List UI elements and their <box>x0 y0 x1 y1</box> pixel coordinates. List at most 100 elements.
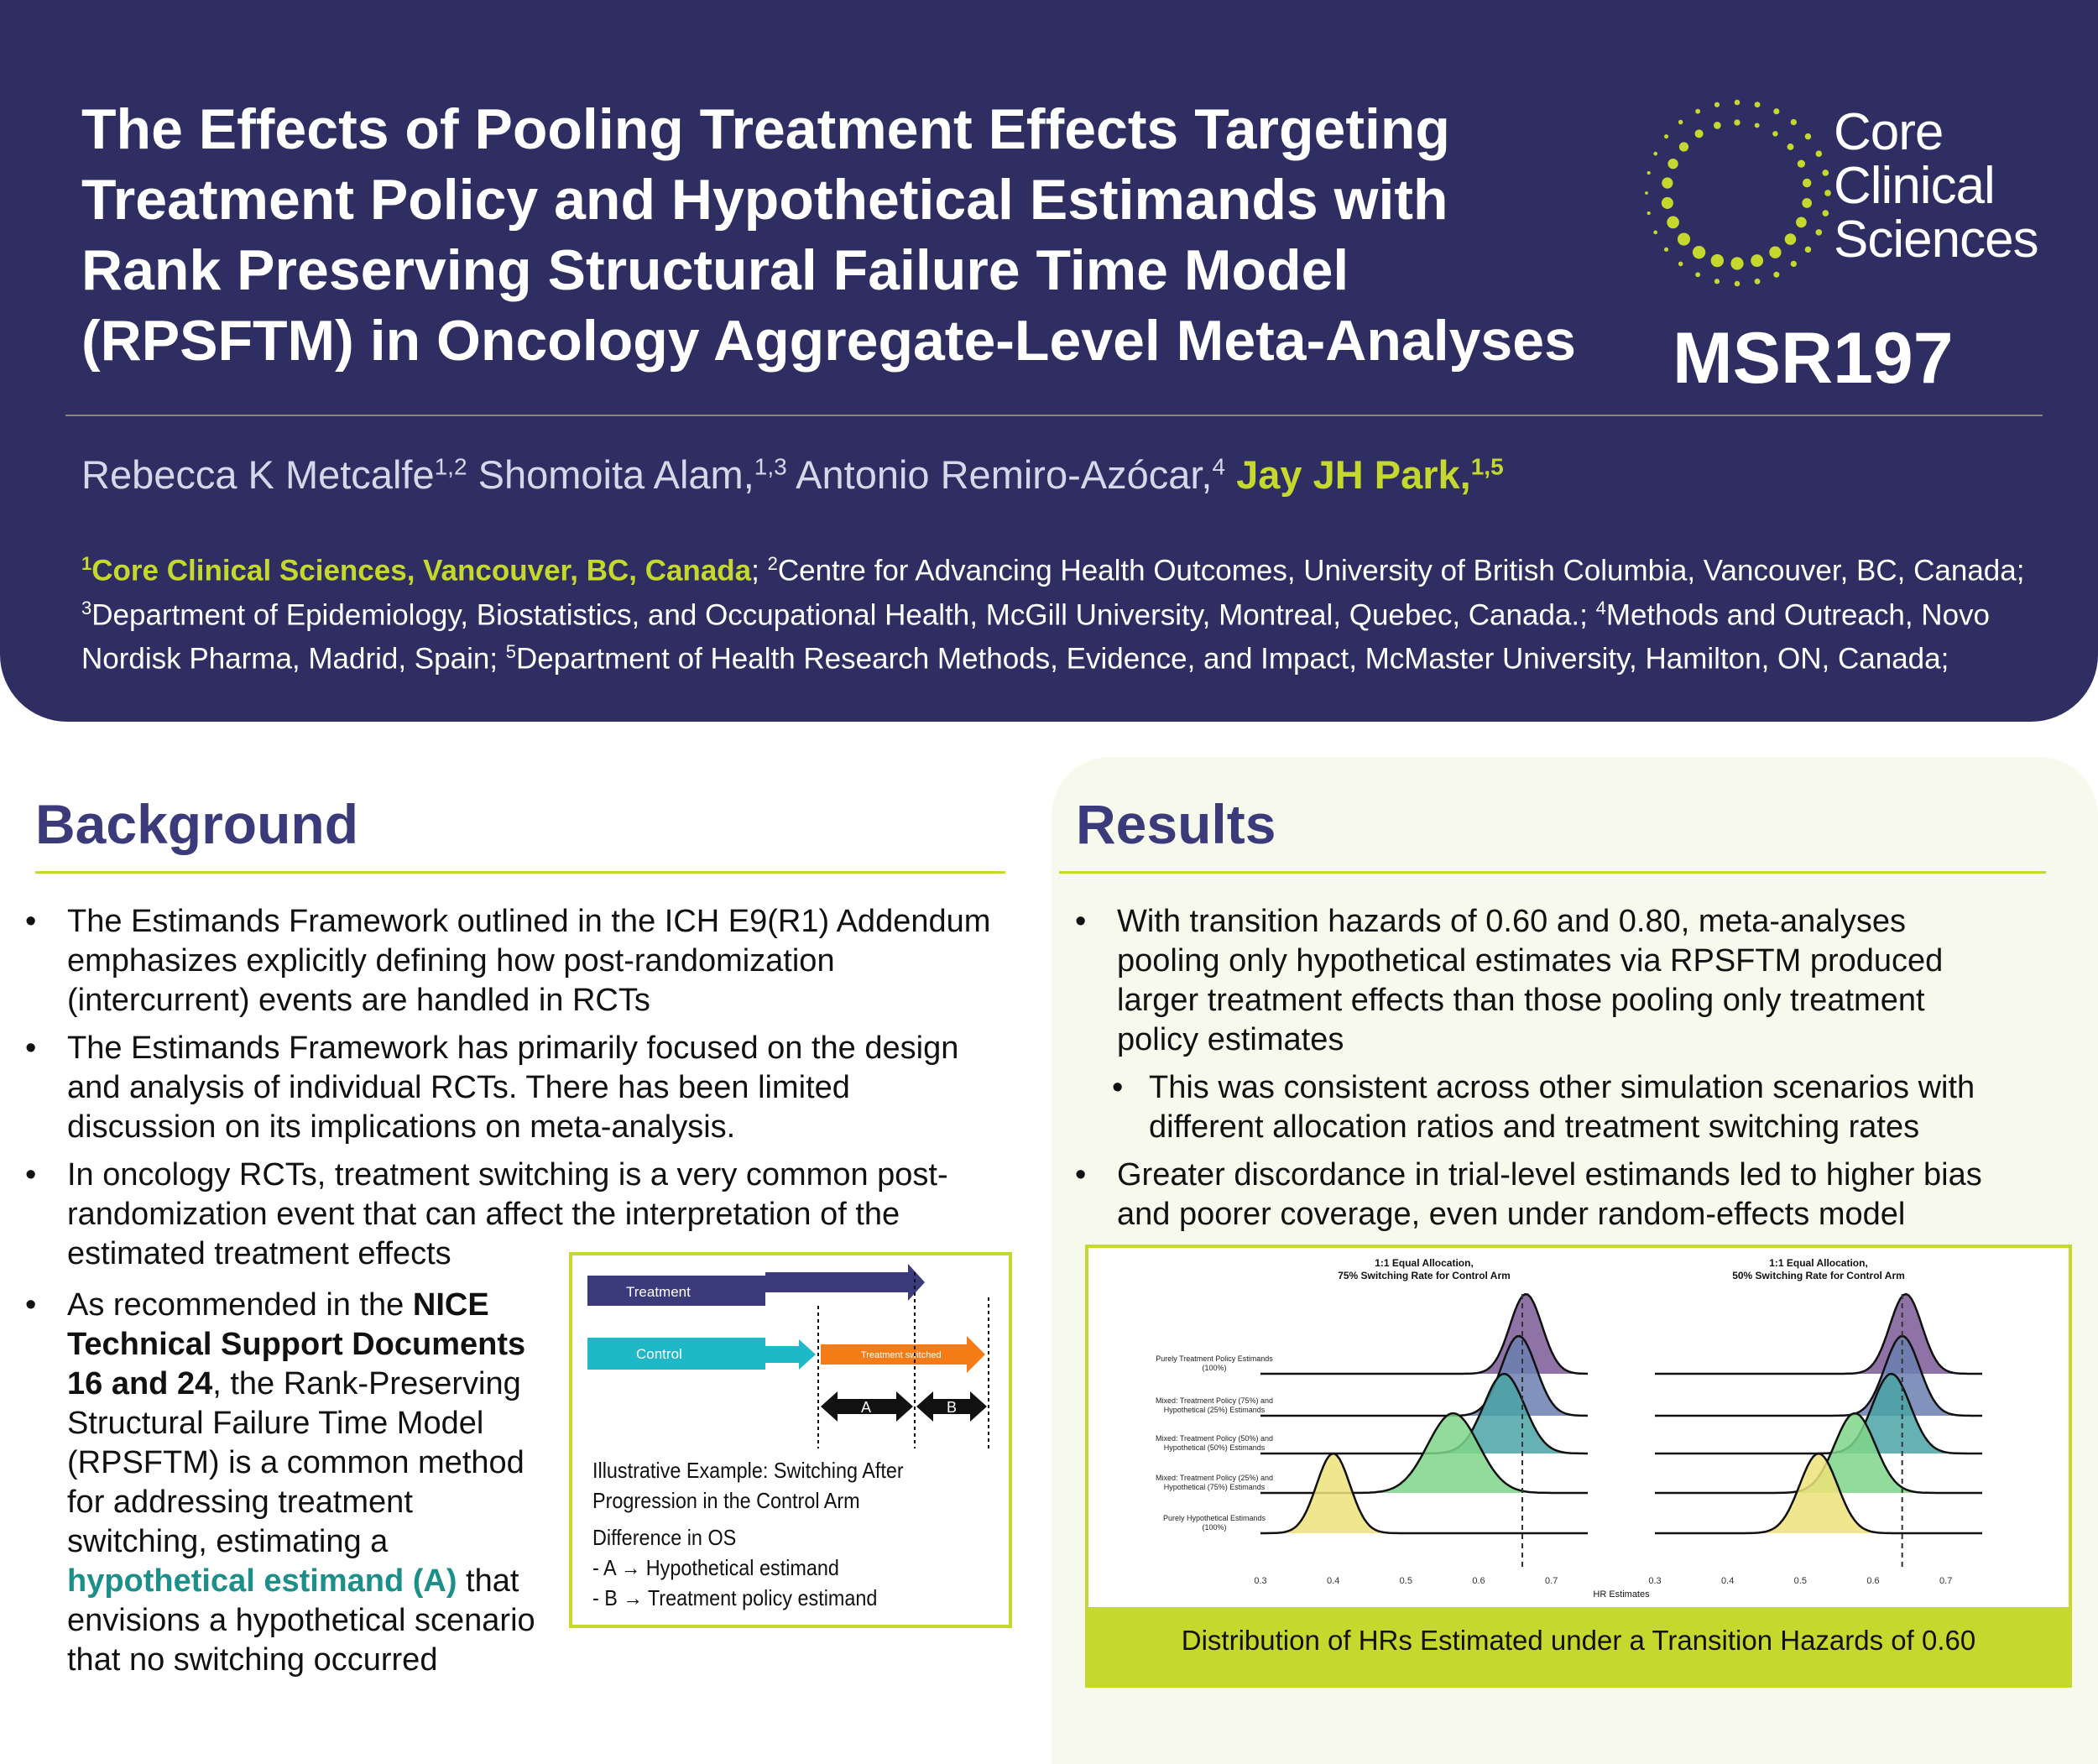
logo-dot <box>1664 134 1669 139</box>
list-item: The Estimands Framework outlined in the … <box>25 902 999 1020</box>
affiliations: 1Core Clinical Sciences, Vancouver, BC, … <box>81 553 2025 676</box>
author-name: Rebecca K Metcalfe <box>81 452 435 497</box>
x-tick-label: 0.7 <box>1939 1576 1952 1586</box>
logo-dot <box>1734 119 1741 126</box>
list-item: As recommended in the NICE Technical Sup… <box>25 1286 550 1680</box>
logo-dot <box>1664 247 1669 252</box>
list-item: In oncology RCTs, treatment switching is… <box>25 1156 990 1274</box>
logo-dot <box>1822 170 1829 176</box>
panel-title: 1:1 Equal Allocation, <box>1769 1257 1868 1269</box>
logo-dot <box>1734 99 1741 106</box>
header-banner: The Effects of Pooling Treatment Effects… <box>0 0 2098 722</box>
background-bullets: The Estimands Framework outlined in the … <box>25 902 999 1282</box>
logo-dot <box>1754 278 1761 284</box>
logo-dot <box>1667 216 1679 229</box>
density-area <box>1260 1374 1588 1453</box>
logo-dot <box>1754 123 1760 128</box>
logo-dot <box>1802 178 1812 188</box>
switching-illustration: Treatment Control Treatment switched A B… <box>569 1252 1012 1628</box>
x-tick-label: 0.3 <box>1648 1576 1661 1586</box>
logo-dot <box>1822 210 1829 217</box>
list-item: The Estimands Framework has primarily fo… <box>25 1029 999 1147</box>
panel-title: 50% Switching Rate for Control Arm <box>1732 1270 1905 1281</box>
header-divider <box>65 415 2043 416</box>
category-label: Hypothetical (50%) Estimands <box>1164 1443 1266 1452</box>
logo-dot <box>1796 217 1807 228</box>
logo-dot <box>1784 233 1797 245</box>
logo-dot <box>1647 211 1651 216</box>
logo-dot <box>1824 190 1831 196</box>
logo-dot <box>1661 196 1673 209</box>
logo-dot <box>1653 151 1658 156</box>
logo-dot <box>1653 230 1658 235</box>
x-tick-label: 0.6 <box>1866 1576 1879 1586</box>
ridgeline-chart: Purely Treatment Policy Estimands(100%)M… <box>1156 1257 1982 1600</box>
logo-dot <box>1714 102 1720 107</box>
logo-dot <box>1797 159 1806 168</box>
density-area <box>1655 1453 1982 1533</box>
category-label: (100%) <box>1202 1523 1226 1532</box>
control-arrow <box>587 1338 816 1370</box>
x-tick-label: 0.5 <box>1400 1576 1412 1586</box>
logo-dot <box>1678 142 1689 152</box>
density-curve <box>1655 1334 1982 1417</box>
switched-label: Treatment switched <box>861 1350 942 1360</box>
category-label: Mixed: Treatment Policy (25%) and <box>1156 1474 1273 1482</box>
logo-dot <box>1667 158 1678 170</box>
logo-dot <box>1645 191 1648 195</box>
logo-dot <box>1695 272 1701 278</box>
logo-dot <box>1790 118 1797 126</box>
list-item: Greater discordance in trial-level estim… <box>1075 1156 2040 1234</box>
logo-dot <box>1710 253 1725 268</box>
logo-dot <box>1751 254 1764 268</box>
author-name: Antonio Remiro-Azócar, <box>786 452 1213 497</box>
logo-dot <box>1773 108 1780 115</box>
poster-title: The Effects of Pooling Treatment Effects… <box>81 97 1576 373</box>
logo-dot <box>1815 150 1823 157</box>
logo-dot <box>1678 261 1683 267</box>
logo-dot <box>1677 232 1691 246</box>
x-tick-label: 0.4 <box>1721 1576 1734 1586</box>
category-label: Purely Hypothetical Estimands <box>1163 1514 1266 1522</box>
density-area <box>1260 1453 1588 1533</box>
category-label: Hypothetical (25%) Estimands <box>1164 1406 1266 1414</box>
chart-caption: Distribution of HRs Estimated under a Tr… <box>1088 1607 2069 1684</box>
treatment-label: Treatment <box>626 1284 691 1300</box>
logo-dot <box>1815 229 1823 236</box>
x-tick-label: 0.5 <box>1794 1576 1807 1586</box>
poster-id: MSR197 <box>1673 318 1954 399</box>
control-label: Control <box>636 1346 682 1362</box>
logo-dot <box>1734 280 1741 287</box>
logo-dot <box>1694 129 1704 138</box>
logo-dot <box>1802 198 1812 208</box>
density-area <box>1655 1336 1982 1416</box>
logo-dot <box>1754 102 1761 108</box>
x-tick-label: 0.4 <box>1327 1576 1339 1586</box>
logo-text: Core Clinical Sciences <box>1834 103 2039 269</box>
segment-b-label: B <box>947 1399 957 1416</box>
logo-dot <box>1695 108 1701 114</box>
density-curve <box>1260 1334 1589 1417</box>
dotted-circle-logo-icon <box>1645 99 1831 287</box>
panel-title: 75% Switching Rate for Control Arm <box>1338 1270 1511 1281</box>
logo-dot <box>1692 245 1706 259</box>
results-heading: Results <box>1076 793 1276 855</box>
density-curve <box>1260 1452 1588 1535</box>
logo-dot <box>1714 279 1720 284</box>
density-curve <box>1655 1292 1982 1375</box>
segment-b-arrow <box>916 1391 987 1422</box>
logo-dot <box>1804 133 1812 140</box>
background-bullets-2: As recommended in the NICE Technical Sup… <box>25 1286 550 1688</box>
density-area <box>1260 1294 1588 1374</box>
category-label: Mixed: Treatment Policy (50%) and <box>1156 1434 1273 1443</box>
results-divider <box>1059 871 2046 874</box>
logo-dot <box>1769 246 1782 258</box>
logo-dot <box>1773 271 1780 278</box>
author-name: Shomoita Alam, <box>467 452 754 497</box>
switched-arrow <box>821 1336 985 1373</box>
logo-dot <box>1713 122 1721 129</box>
panel-title: 1:1 Equal Allocation, <box>1375 1257 1474 1269</box>
illustration-caption: Illustrative Example: Switching After Pr… <box>592 1458 904 1610</box>
list-item: This was consistent across other simulat… <box>1112 1068 2038 1147</box>
x-tick-label: 0.7 <box>1545 1576 1558 1586</box>
